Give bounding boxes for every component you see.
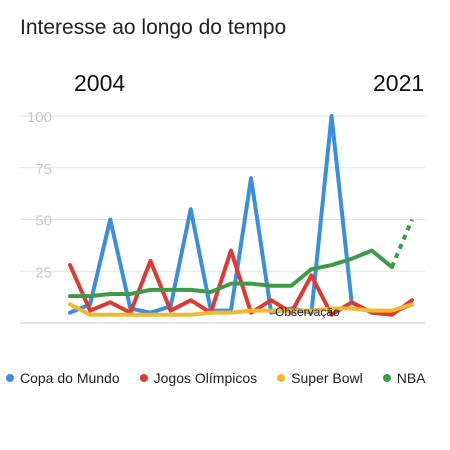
legend-item: Jogos Olímpicos (139, 370, 258, 386)
year-end-label: 2021 (373, 70, 425, 96)
legend-item: Copa do Mundo (6, 370, 120, 386)
y-tick-label: 25 (35, 264, 52, 281)
legend-dot-icon (277, 374, 286, 382)
legend-label: NBA (396, 370, 426, 386)
y-tick-label: 100 (27, 109, 52, 126)
y-axis-ticks: 25 50 75 100 (27, 109, 52, 281)
legend-item: NBA (382, 370, 426, 386)
legend-label: Jogos Olímpicos (153, 370, 258, 386)
legend: Copa do Mundo Jogos Olímpicos Super Bowl NB… (6, 370, 426, 386)
legend-dot-icon (139, 374, 148, 382)
grid (20, 115, 425, 324)
y-tick-label: 50 (35, 213, 52, 230)
legend-item: Super Bowl (277, 370, 363, 386)
series-line-4 (68, 248, 394, 299)
legend-label: Copa do Mundo (20, 370, 120, 386)
series-line-2 (68, 248, 414, 317)
year-start-label: 2004 (74, 70, 126, 96)
series-line-4-projection (390, 218, 414, 268)
legend-label: Super Bowl (291, 370, 363, 386)
series-lines (68, 114, 414, 317)
y-tick-label: 75 (35, 161, 52, 178)
series-line-3 (68, 302, 414, 317)
annotation-label: Observação (275, 305, 340, 319)
legend-dot-icon (382, 374, 391, 382)
chart-title: Interesse ao longo do tempo (20, 16, 287, 39)
legend-dot-icon (6, 374, 14, 382)
